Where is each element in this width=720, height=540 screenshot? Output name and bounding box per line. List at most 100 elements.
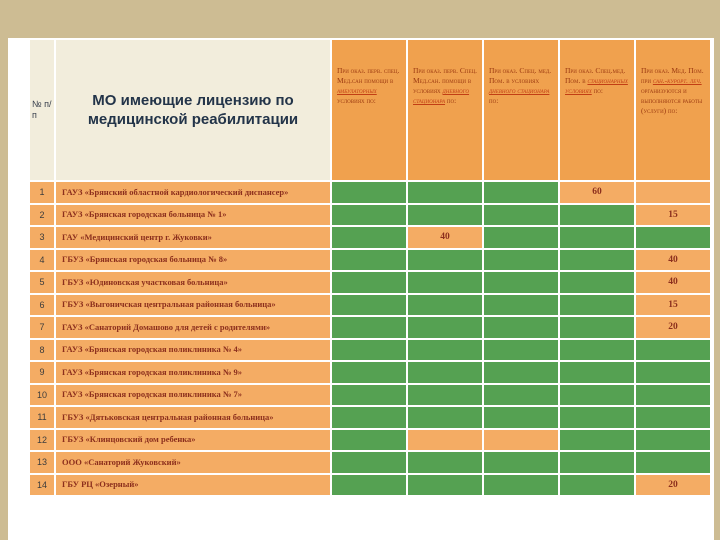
data-cell-r1-c3 [484,182,558,203]
header-text: по: [489,96,499,106]
data-cell-r8-c4 [560,339,634,360]
header-text: условиях по: [337,96,376,106]
org-name: ГБУЗ «Выгоничская центральная районная б… [56,294,330,315]
row-number: 2 [30,204,54,225]
org-name: ГАУЗ «Брянская городская поликлиника № 9… [56,362,330,383]
table-title: МО имеющие лицензию по медицинской реаби… [56,40,330,180]
column-header-4: При оказ. Спец.мед. Пом. в стационарных … [560,40,634,180]
data-cell-r3-c5 [636,227,710,248]
org-name: ГАУЗ «Брянский областной кардиологически… [56,182,330,203]
data-cell-r11-c1 [332,407,406,428]
column-header-2: При оказ. перв. Спец. Мед.сан. помощи в … [408,40,482,180]
data-cell-r5-c4 [560,272,634,293]
org-name: ГБУЗ «Дятьковская центральная районная б… [56,407,330,428]
data-cell-r6-c3 [484,294,558,315]
header-text: по: [445,96,457,106]
header-text: При оказ. перв. спец. Мед.сан помощи в [337,66,400,86]
column-header-3: При оказ. Спец. мед. Пом. в условиях дне… [484,40,558,180]
data-cell-r14-c2 [408,474,482,495]
row-number: 7 [30,317,54,338]
org-name: ГБУЗ «Брянская городская больница № 8» [56,249,330,270]
data-cell-r6-c1 [332,294,406,315]
data-cell-r12-c3 [484,429,558,450]
header-text: При оказ. перв. Спец. Мед.сан. помощи в … [413,66,478,96]
data-cell-r7-c5: 20 [636,317,710,338]
data-cell-r2-c5: 15 [636,204,710,225]
rehab-license-table: № п/п МО имеющие лицензию по медицинской… [30,40,710,495]
data-cell-r5-c5: 40 [636,272,710,293]
data-cell-r9-c3 [484,362,558,383]
data-cell-r14-c3 [484,474,558,495]
num-column-header: № п/п [30,40,54,180]
data-cell-r3-c2: 40 [408,227,482,248]
data-cell-r7-c4 [560,317,634,338]
header-underlined-term: дневного стационара [489,86,550,96]
row-number: 9 [30,362,54,383]
row-number: 3 [30,227,54,248]
row-number: 13 [30,452,54,473]
data-cell-r8-c3 [484,339,558,360]
data-cell-r10-c4 [560,384,634,405]
data-cell-r6-c5: 15 [636,294,710,315]
org-name: ГБУЗ «Клинцовский дом ребенка» [56,429,330,450]
data-cell-r11-c3 [484,407,558,428]
data-cell-r2-c2 [408,204,482,225]
data-cell-r11-c4 [560,407,634,428]
data-cell-r1-c2 [408,182,482,203]
data-cell-r7-c1 [332,317,406,338]
data-cell-r1-c5 [636,182,710,203]
data-cell-r5-c1 [332,272,406,293]
row-number: 12 [30,429,54,450]
data-cell-r4-c4 [560,249,634,270]
org-name: ООО «Санаторий Жуковский» [56,452,330,473]
row-number: 1 [30,182,54,203]
data-cell-r14-c4 [560,474,634,495]
data-cell-r4-c1 [332,249,406,270]
header-text: При оказ. Спец.мед. Пом. в [565,66,626,86]
data-cell-r8-c1 [332,339,406,360]
data-cell-r14-c5: 20 [636,474,710,495]
data-cell-r9-c5 [636,362,710,383]
org-name: ГАУ «Медицинский центр г. Жуковки» [56,227,330,248]
header-underlined-term: дневного стационара [413,86,470,106]
data-cell-r3-c3 [484,227,558,248]
header-underlined-term: амбулаторных [337,86,377,96]
data-cell-r10-c1 [332,384,406,405]
data-cell-r3-c4 [560,227,634,248]
column-header-5: При оказ. Мед. Пом. при сан.-курорт. леч… [636,40,710,180]
data-cell-r13-c2 [408,452,482,473]
data-cell-r13-c3 [484,452,558,473]
data-cell-r6-c2 [408,294,482,315]
org-name: ГАУЗ «Брянская городская поликлиника № 7… [56,384,330,405]
row-number: 6 [30,294,54,315]
data-cell-r6-c4 [560,294,634,315]
data-cell-r4-c2 [408,249,482,270]
data-cell-r2-c4 [560,204,634,225]
data-cell-r12-c1 [332,429,406,450]
data-cell-r4-c5: 40 [636,249,710,270]
data-cell-r8-c5 [636,339,710,360]
data-cell-r9-c4 [560,362,634,383]
header-text: При оказ. Мед. Пом. при [641,66,704,86]
org-name: ГАУЗ «Брянская городская больница № 1» [56,204,330,225]
data-cell-r10-c3 [484,384,558,405]
column-header-1: При оказ. перв. спец. Мед.сан помощи в а… [332,40,406,180]
data-cell-r12-c5 [636,429,710,450]
data-cell-r1-c4: 60 [560,182,634,203]
data-cell-r12-c2 [408,429,482,450]
org-name: ГБУ РЦ «Озерный» [56,474,330,495]
data-cell-r8-c2 [408,339,482,360]
header-text: организуются и выполняются работы (услуг… [641,86,703,116]
header-underlined-term: стационарных условиях [565,76,628,96]
data-cell-r11-c5 [636,407,710,428]
row-number: 4 [30,249,54,270]
org-name: ГАУЗ «Санаторий Домашово для детей с род… [56,317,330,338]
data-cell-r2-c1 [332,204,406,225]
data-cell-r2-c3 [484,204,558,225]
data-cell-r13-c4 [560,452,634,473]
row-number: 10 [30,384,54,405]
header-underlined-term: сан.-курорт. леч. [652,76,702,86]
data-cell-r4-c3 [484,249,558,270]
data-cell-r5-c2 [408,272,482,293]
data-cell-r13-c1 [332,452,406,473]
